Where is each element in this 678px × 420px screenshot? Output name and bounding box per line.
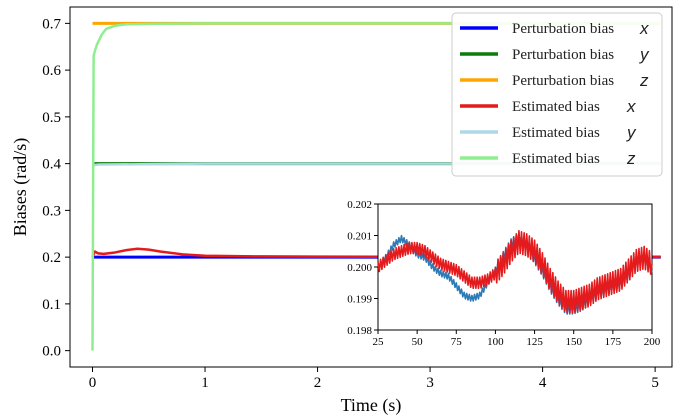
legend-label: Perturbation bias — [512, 47, 614, 63]
y-tick-label: 0.0 — [42, 344, 61, 360]
series-line-3 — [91, 247, 661, 259]
y-tick-label: 0.2 — [42, 250, 61, 266]
inset-x-tick-label: 125 — [526, 336, 543, 348]
legend-label: Estimated bias — [512, 151, 600, 167]
x-tick-label: 3 — [426, 375, 434, 391]
inset-y-tick-label: 0.198 — [347, 325, 372, 337]
x-tick-label: 2 — [314, 375, 322, 391]
y-tick-label: 0.4 — [42, 157, 61, 173]
legend-variable: y — [626, 123, 637, 142]
y-tick-label: 0.7 — [42, 16, 61, 32]
inset-x-tick-label: 100 — [487, 336, 504, 348]
inset-x-tick-label: 75 — [451, 336, 463, 348]
legend-label: Estimated bias — [512, 125, 600, 141]
x-tick-label: 1 — [201, 375, 209, 391]
legend-variable: x — [626, 97, 636, 116]
y-tick-label: 0.6 — [42, 63, 61, 79]
x-tick-label: 4 — [539, 375, 547, 391]
inset-y-tick-label: 0.199 — [347, 294, 372, 306]
legend-variable: y — [639, 45, 650, 64]
x-tick-label: 5 — [651, 375, 659, 391]
y-tick-label: 0.3 — [42, 203, 61, 219]
legend-variable: x — [639, 19, 649, 38]
x-axis-label: Time (s) — [341, 395, 402, 416]
legend-label: Estimated bias — [512, 99, 600, 115]
inset-frame — [377, 203, 653, 331]
y-tick-label: 0.5 — [42, 110, 61, 126]
legend-variable: z — [626, 149, 636, 168]
series-line-5 — [91, 22, 661, 351]
legend: Perturbation bias x Perturbation bias y Pert… — [451, 12, 663, 177]
inset-x-tick-label: 175 — [605, 336, 622, 348]
inset-y-tick-label: 0.201 — [347, 231, 372, 243]
inset-x-tick-label: 50 — [412, 336, 424, 348]
inset-series-line-1 — [377, 229, 653, 314]
x-tick-label: 0 — [89, 375, 97, 391]
inset-y-tick-label: 0.200 — [347, 262, 372, 274]
inset-x-tick-label: 150 — [565, 336, 582, 348]
legend-label: Perturbation bias — [512, 21, 614, 37]
legend-variable: z — [639, 71, 649, 90]
legend-box — [451, 12, 663, 177]
inset-plot: 25 50 75 100 125 150 175 200 0.198 0.199 0.200 0.20… — [347, 199, 661, 348]
inset-x-tick-label: 25 — [373, 336, 385, 348]
y-tick-label: 0.1 — [42, 297, 61, 313]
inset-y-tick-label: 0.202 — [347, 199, 372, 211]
inset-x-tick-label: 200 — [644, 336, 661, 348]
legend-label: Perturbation bias — [512, 73, 614, 89]
y-axis-label: Biases (rad/s) — [10, 138, 31, 236]
